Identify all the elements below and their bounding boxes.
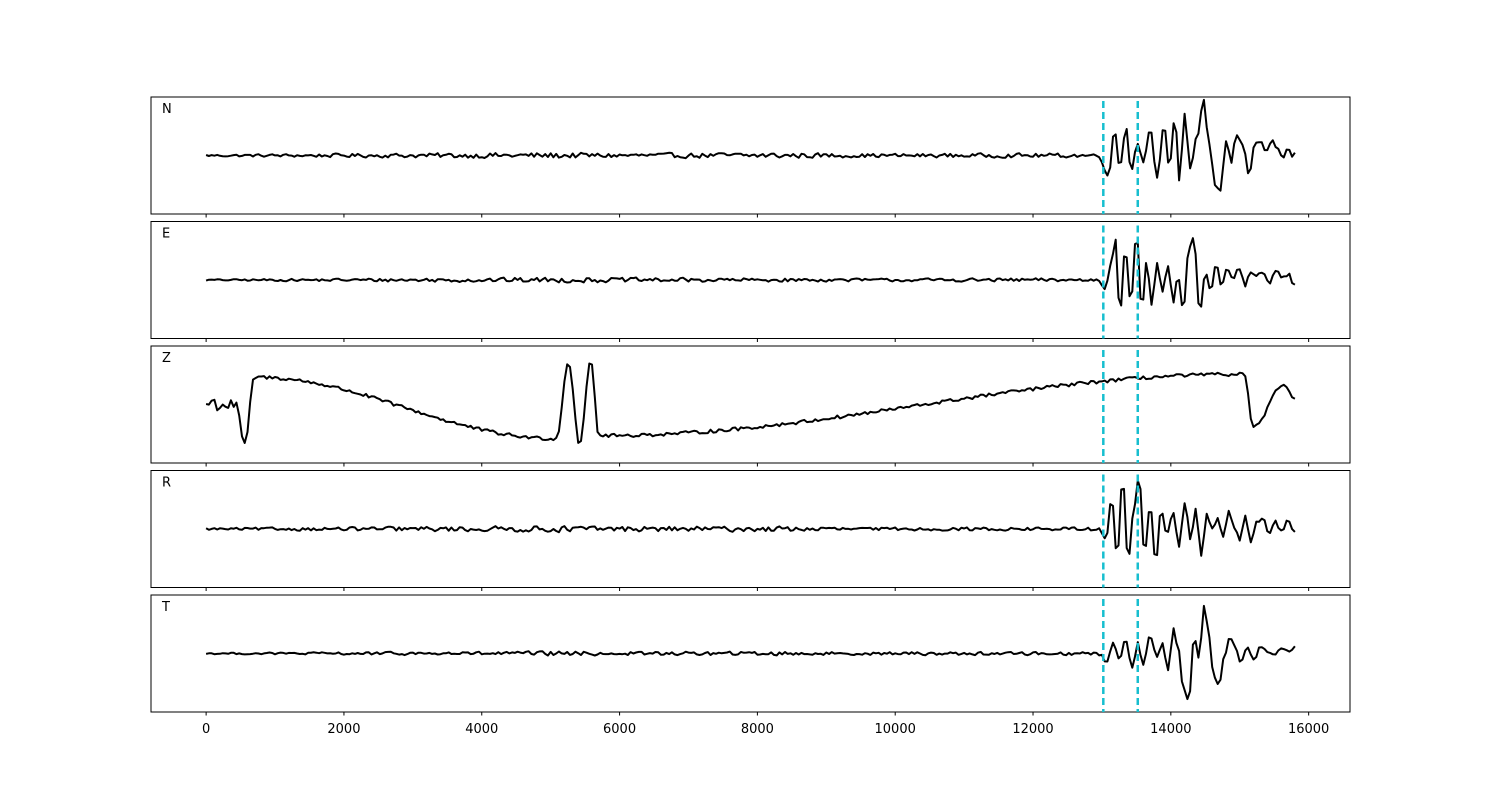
x-tick-label: 6000 — [603, 722, 636, 737]
waveform-line — [205, 98, 1296, 192]
panel-label: N — [162, 102, 172, 117]
panel-frame — [150, 221, 1351, 339]
panel-label: E — [162, 227, 170, 242]
x-tick-label: 14000 — [1150, 722, 1191, 737]
panel-label: R — [162, 476, 171, 491]
panel-z: Z — [150, 345, 1351, 467]
waveform-line — [205, 604, 1296, 701]
x-tick-label: 10000 — [875, 722, 916, 737]
x-tick-label: 12000 — [1012, 722, 1053, 737]
waveform-line — [205, 479, 1296, 557]
x-tick-label: 8000 — [741, 722, 774, 737]
panel-label: T — [161, 600, 170, 615]
panel-frame — [150, 594, 1351, 713]
panel-frame — [150, 96, 1351, 215]
panel-t: T — [150, 594, 1351, 716]
panel-r: R — [150, 470, 1351, 591]
panel-n: N — [150, 96, 1351, 218]
x-tick-label: 2000 — [327, 722, 360, 737]
panel-frame — [150, 345, 1351, 464]
waveform-line — [205, 237, 1296, 308]
panel-label: Z — [162, 351, 171, 366]
panel-e: E — [150, 221, 1351, 342]
waveform-line — [205, 362, 1296, 444]
x-tick-label: 0 — [202, 722, 210, 737]
x-tick-label: 16000 — [1288, 722, 1329, 737]
x-tick-label: 4000 — [465, 722, 498, 737]
x-axis: 0 2000 4000 6000 8000 10000 12000 14000 16000 — [202, 722, 1329, 737]
panel-frame — [150, 470, 1351, 588]
